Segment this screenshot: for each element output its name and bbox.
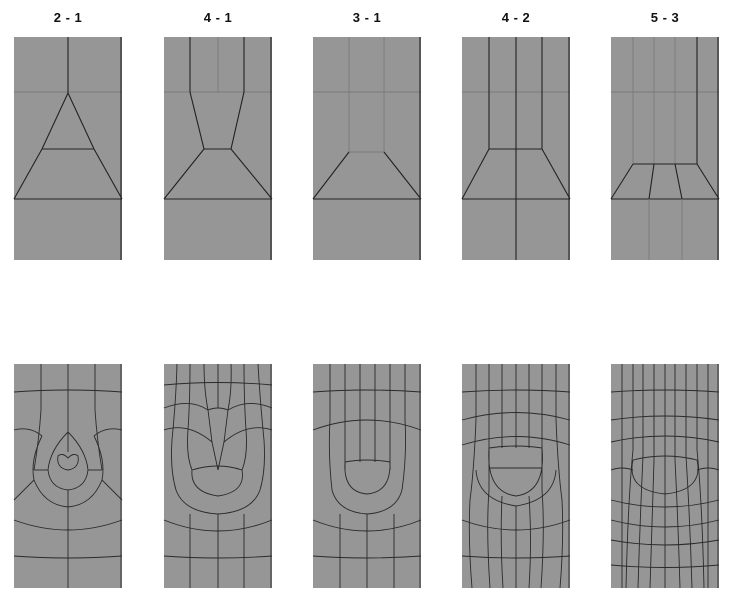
column-label-2-1: 2 - 1 [53,10,83,25]
subdivided-mesh-3-1 [312,364,422,588]
subdivided-mesh-4-2 [461,364,571,589]
base-topology-4-2 [461,37,571,260]
base-topology-2-1 [13,37,123,260]
subdivided-mesh-5-3 [610,364,720,589]
column-label-4-1: 4 - 1 [203,10,233,25]
base-topology-3-1 [312,37,422,260]
subdivided-mesh-4-1 [163,363,273,588]
column-label-3-1: 3 - 1 [352,10,382,25]
base-topology-5-3 [610,37,720,260]
base-topology-4-1 [163,37,273,260]
column-label-4-2: 4 - 2 [501,10,531,25]
subdivided-mesh-2-1 [13,364,123,588]
column-label-5-3: 5 - 3 [650,10,680,25]
